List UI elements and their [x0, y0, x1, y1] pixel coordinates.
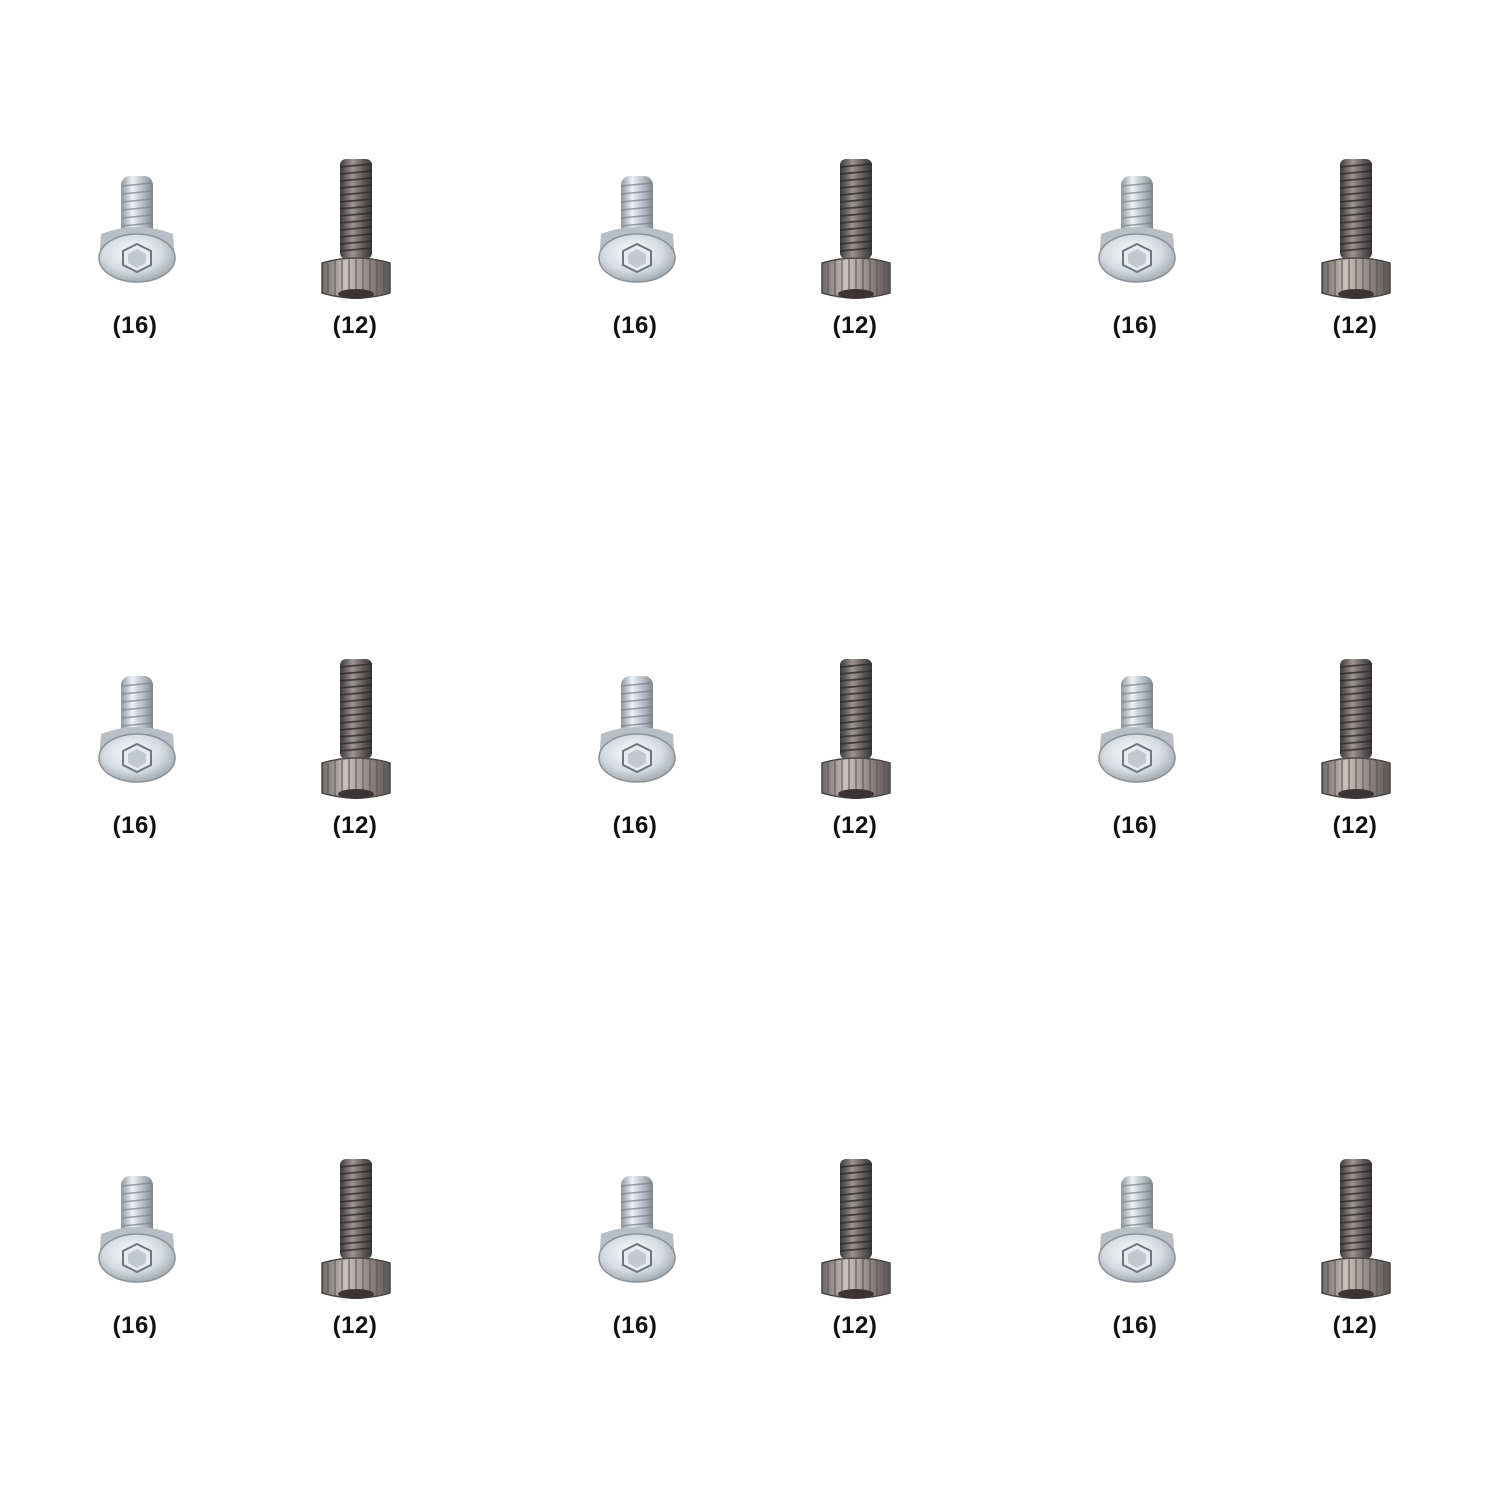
dark-socket-screw-icon — [318, 655, 394, 801]
dark-socket-screw-icon — [318, 1155, 394, 1301]
silver-socket-screw-icon — [95, 1174, 179, 1286]
silver-screw-count: (16) — [612, 312, 658, 339]
silver-socket-screw-icon — [1095, 674, 1179, 786]
hardware-tile: (16) (12) — [0, 500, 500, 1000]
hardware-tile: (16) (12) — [1000, 500, 1500, 1000]
silver-socket-screw-icon — [1095, 1174, 1179, 1286]
hardware-tile: (16) (12) — [0, 0, 500, 500]
silver-screw-count: (16) — [112, 1312, 158, 1339]
silver-screw-count: (16) — [1112, 312, 1158, 339]
dark-socket-screw-icon — [318, 155, 394, 301]
dark-screw-count: (12) — [832, 812, 878, 839]
silver-socket-screw-icon — [595, 674, 679, 786]
dark-socket-screw-icon — [818, 655, 894, 801]
dark-screw-count: (12) — [332, 312, 378, 339]
silver-screw-count: (16) — [1112, 1312, 1158, 1339]
dark-screw-count: (12) — [1332, 312, 1378, 339]
dark-screw-count: (12) — [832, 1312, 878, 1339]
silver-socket-screw-icon — [595, 174, 679, 286]
silver-screw-count: (16) — [112, 312, 158, 339]
hardware-tile: (16) (12) — [500, 0, 1000, 500]
hardware-tile: (16) (12) — [500, 1000, 1000, 1500]
silver-screw-count: (16) — [112, 812, 158, 839]
dark-screw-count: (12) — [832, 312, 878, 339]
dark-socket-screw-icon — [818, 1155, 894, 1301]
hardware-tile: (16) (12) — [1000, 1000, 1500, 1500]
dark-screw-count: (12) — [332, 812, 378, 839]
dark-socket-screw-icon — [818, 155, 894, 301]
dark-screw-count: (12) — [332, 1312, 378, 1339]
hardware-tile: (16) (12) — [500, 500, 1000, 1000]
hardware-tile: (16) (12) — [1000, 0, 1500, 500]
silver-socket-screw-icon — [95, 674, 179, 786]
silver-screw-count: (16) — [612, 1312, 658, 1339]
hardware-tile: (16) (12) — [0, 1000, 500, 1500]
silver-screw-count: (16) — [612, 812, 658, 839]
dark-screw-count: (12) — [1332, 1312, 1378, 1339]
silver-screw-count: (16) — [1112, 812, 1158, 839]
dark-socket-screw-icon — [1318, 655, 1394, 801]
silver-socket-screw-icon — [1095, 174, 1179, 286]
dark-screw-count: (12) — [1332, 812, 1378, 839]
dark-socket-screw-icon — [1318, 1155, 1394, 1301]
dark-socket-screw-icon — [1318, 155, 1394, 301]
silver-socket-screw-icon — [595, 1174, 679, 1286]
silver-socket-screw-icon — [95, 174, 179, 286]
